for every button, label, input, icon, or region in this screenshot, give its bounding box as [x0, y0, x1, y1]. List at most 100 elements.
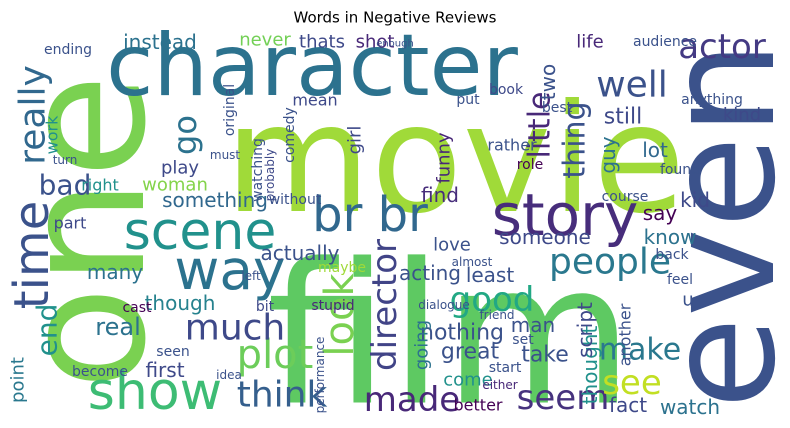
- word: point: [8, 357, 29, 403]
- word: kind: [723, 105, 761, 126]
- word: br br: [312, 187, 428, 243]
- word: something: [162, 188, 268, 212]
- word: director: [365, 239, 405, 371]
- word: go: [166, 115, 204, 155]
- word: know: [644, 225, 697, 249]
- word: man: [511, 313, 555, 337]
- word: show: [88, 362, 222, 422]
- word: rather: [487, 136, 537, 155]
- word: first: [145, 358, 184, 382]
- word: lot: [642, 138, 668, 162]
- word: think: [237, 375, 328, 416]
- word: idea: [216, 368, 242, 382]
- word: u: [682, 290, 693, 311]
- word: seem: [517, 378, 610, 418]
- word: character: [106, 16, 518, 116]
- word: feel: [667, 272, 693, 288]
- word: great: [441, 340, 500, 365]
- word: two: [536, 64, 560, 100]
- word: nothing: [420, 321, 504, 346]
- word: anything: [681, 92, 743, 108]
- word: back: [655, 247, 689, 263]
- word: probably: [263, 149, 277, 202]
- word: shot: [356, 32, 395, 53]
- word: love: [433, 235, 471, 256]
- word: make: [599, 333, 681, 368]
- word: real: [95, 313, 140, 341]
- word: mean: [292, 91, 337, 110]
- word: well: [596, 65, 668, 106]
- word: funny: [434, 132, 455, 184]
- word: life: [576, 32, 603, 53]
- word: original: [222, 84, 238, 136]
- word: plot: [237, 332, 314, 378]
- word: least: [466, 263, 515, 287]
- word: instead: [123, 30, 197, 54]
- word: role: [517, 157, 544, 173]
- word: another: [616, 303, 635, 366]
- word: enough: [376, 39, 414, 50]
- word: thing: [558, 101, 593, 178]
- word: end: [31, 304, 64, 357]
- word: audience: [633, 34, 697, 50]
- word: almost: [452, 255, 493, 269]
- word: come: [443, 370, 493, 391]
- word: even: [635, 41, 790, 409]
- word: course: [602, 189, 649, 205]
- word: take: [521, 343, 569, 368]
- word: friend: [479, 308, 514, 322]
- word: found: [660, 162, 700, 178]
- word: thats: [299, 32, 345, 53]
- word: script: [573, 302, 597, 358]
- word: performance: [313, 337, 327, 414]
- word: play: [161, 158, 199, 179]
- word: set: [512, 332, 534, 348]
- word: ending: [44, 42, 92, 58]
- word: guy: [596, 136, 620, 173]
- word: maybe: [318, 260, 366, 276]
- word: become: [72, 364, 128, 380]
- word: put: [456, 92, 480, 108]
- word: better: [454, 396, 503, 415]
- word: comedy: [282, 107, 298, 163]
- word: thought: [578, 326, 602, 405]
- word: start: [489, 360, 522, 376]
- word: made: [364, 380, 460, 420]
- word: still: [604, 105, 642, 130]
- word: part: [54, 214, 87, 233]
- word: woman: [142, 175, 208, 196]
- word: book: [489, 82, 524, 98]
- word: actor: [678, 27, 766, 67]
- word: one: [0, 74, 184, 390]
- word: film: [267, 222, 634, 428]
- word: never: [239, 30, 291, 51]
- word: many: [87, 260, 143, 284]
- word: cast: [122, 300, 152, 316]
- word: much: [185, 308, 286, 349]
- word: dialogue: [418, 298, 470, 312]
- word: bit: [256, 299, 275, 315]
- word: stupid: [311, 298, 354, 314]
- word: bad: [39, 169, 92, 202]
- word: without: [269, 192, 322, 208]
- word: actually: [261, 241, 340, 265]
- word: must: [210, 148, 241, 162]
- word: people: [549, 242, 671, 283]
- word: fact: [609, 393, 647, 417]
- word: say: [643, 201, 678, 225]
- word: little: [523, 92, 558, 159]
- word: see: [602, 363, 662, 403]
- word: watch: [660, 395, 720, 419]
- word: right: [81, 176, 119, 195]
- chart-title: Words in Negative Reviews: [294, 9, 497, 27]
- word: left: [241, 269, 261, 283]
- word: way: [174, 238, 285, 302]
- word: good: [450, 280, 535, 320]
- word: story: [492, 181, 639, 249]
- word: look: [317, 273, 363, 357]
- word: scene: [124, 202, 277, 262]
- word: time: [4, 201, 60, 309]
